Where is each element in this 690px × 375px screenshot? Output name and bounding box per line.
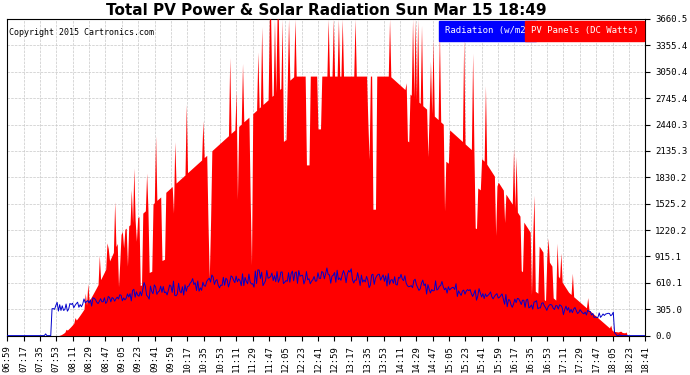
Title: Total PV Power & Solar Radiation Sun Mar 15 18:49: Total PV Power & Solar Radiation Sun Mar…	[106, 3, 546, 18]
Text: Copyright 2015 Cartronics.com: Copyright 2015 Cartronics.com	[8, 28, 154, 38]
Legend: Radiation (w/m2), PV Panels (DC Watts): Radiation (w/m2), PV Panels (DC Watts)	[442, 24, 641, 38]
